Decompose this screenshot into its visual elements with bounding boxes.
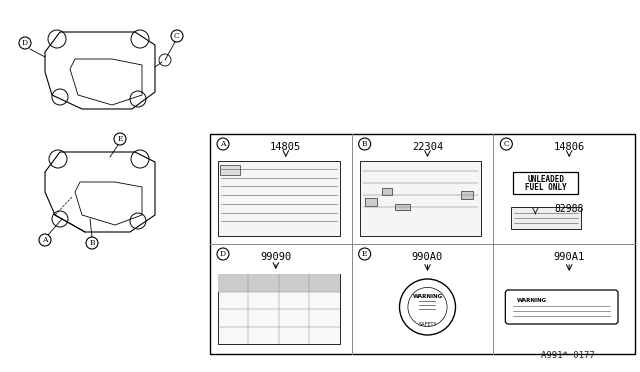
Text: 82988: 82988 — [554, 204, 584, 214]
Text: E: E — [362, 250, 367, 258]
FancyBboxPatch shape — [461, 190, 474, 199]
Circle shape — [399, 279, 456, 335]
Text: FUEL ONLY: FUEL ONLY — [525, 183, 566, 192]
Text: SAFETY: SAFETY — [419, 321, 436, 327]
FancyBboxPatch shape — [395, 204, 410, 210]
FancyBboxPatch shape — [218, 274, 340, 344]
FancyBboxPatch shape — [513, 172, 579, 194]
Text: C: C — [174, 32, 180, 40]
FancyBboxPatch shape — [220, 165, 240, 175]
Text: D: D — [22, 39, 28, 47]
FancyBboxPatch shape — [218, 161, 340, 236]
Text: C: C — [504, 140, 509, 148]
Text: 14805: 14805 — [270, 142, 301, 152]
Text: WARNING: WARNING — [412, 295, 443, 299]
Text: A: A — [42, 236, 48, 244]
FancyBboxPatch shape — [360, 161, 481, 236]
Text: 22304: 22304 — [412, 142, 443, 152]
Text: 990A0: 990A0 — [412, 252, 443, 262]
FancyBboxPatch shape — [365, 198, 377, 206]
Text: UNLEADED: UNLEADED — [527, 174, 564, 183]
FancyBboxPatch shape — [218, 274, 340, 292]
Text: A991* 0177: A991* 0177 — [541, 351, 595, 360]
Text: D: D — [220, 250, 226, 258]
Text: B: B — [362, 140, 367, 148]
FancyBboxPatch shape — [381, 188, 392, 195]
Text: 14806: 14806 — [554, 142, 585, 152]
FancyBboxPatch shape — [506, 290, 618, 324]
FancyBboxPatch shape — [210, 134, 635, 354]
Text: E: E — [117, 135, 123, 143]
Text: 990A1: 990A1 — [554, 252, 585, 262]
FancyBboxPatch shape — [511, 207, 581, 229]
Text: 99090: 99090 — [260, 252, 291, 262]
Text: WARNING: WARNING — [516, 298, 547, 304]
Text: A: A — [220, 140, 226, 148]
Text: B: B — [89, 239, 95, 247]
